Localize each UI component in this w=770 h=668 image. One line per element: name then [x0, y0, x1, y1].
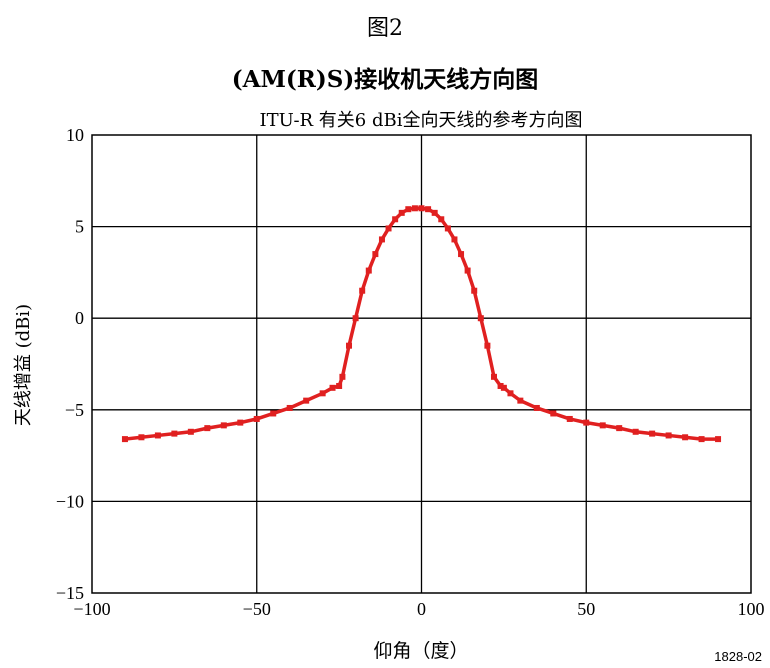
main-title: (AM(R)S)接收机天线方向图 [231, 66, 539, 93]
x-axis-label: 仰角（度） [373, 640, 469, 662]
data-point [490, 373, 497, 380]
data-point [303, 397, 310, 404]
data-point [398, 209, 405, 216]
y-tick-label: 0 [75, 308, 84, 328]
data-point [220, 422, 227, 429]
data-point [431, 209, 438, 216]
chart-title: ITU-R 有关6 dBi全向天线的参考方向图 [259, 110, 583, 131]
data-point [138, 434, 145, 441]
data-point [237, 419, 244, 426]
data-point [121, 436, 128, 443]
data-point [665, 432, 672, 439]
x-tick-label: 50 [577, 599, 595, 619]
data-point [484, 342, 491, 349]
data-point [715, 436, 722, 443]
data-point [517, 397, 524, 404]
y-tick-label: −15 [56, 583, 84, 603]
data-point [566, 415, 573, 422]
data-point [359, 287, 366, 294]
data-point [171, 430, 178, 437]
data-point [425, 206, 432, 213]
data-point [418, 205, 425, 212]
data-point [385, 225, 392, 232]
data-point [616, 425, 623, 432]
data-point [286, 404, 293, 411]
data-point [458, 251, 465, 258]
data-point [253, 415, 260, 422]
data-point [365, 267, 372, 274]
plot-frame [91, 134, 752, 594]
data-point [329, 384, 336, 391]
data-point [438, 216, 445, 223]
data-point [204, 425, 211, 432]
data-point [632, 428, 639, 435]
data-point [405, 206, 412, 213]
data-point [187, 428, 194, 435]
data-point [372, 251, 379, 258]
data-point [444, 225, 451, 232]
data-point [339, 373, 346, 380]
data-point [270, 410, 277, 417]
y-axis-label: 天线增益 (dBi) [13, 303, 34, 427]
x-tick-label: −50 [243, 599, 271, 619]
data-point [599, 422, 606, 429]
figure-label: 图2 [367, 16, 403, 41]
data-point [533, 404, 540, 411]
data-point [411, 205, 418, 212]
data-point [392, 216, 399, 223]
data-point [497, 382, 504, 389]
figure-code: 1828-02 [714, 649, 762, 664]
x-tick-label: 0 [417, 599, 426, 619]
y-tick-label: 5 [75, 217, 84, 237]
y-tick-label: −5 [65, 400, 84, 420]
data-point [507, 390, 514, 397]
data-point [352, 315, 359, 322]
data-point [336, 382, 343, 389]
data-point [319, 390, 326, 397]
data-point [471, 287, 478, 294]
data-point [550, 410, 557, 417]
data-point [346, 342, 353, 349]
x-tick-label: 100 [738, 599, 765, 619]
data-point [649, 430, 656, 437]
x-tick-label: −100 [73, 599, 110, 619]
data-point [154, 432, 161, 439]
data-point [583, 419, 590, 426]
data-point [698, 436, 705, 443]
y-tick-label: 10 [66, 125, 84, 145]
data-point [464, 267, 471, 274]
data-point [451, 236, 458, 243]
data-point [682, 434, 689, 441]
y-tick-label: −10 [56, 491, 84, 511]
data-point [477, 315, 484, 322]
data-point [500, 384, 507, 391]
data-point [378, 236, 385, 243]
